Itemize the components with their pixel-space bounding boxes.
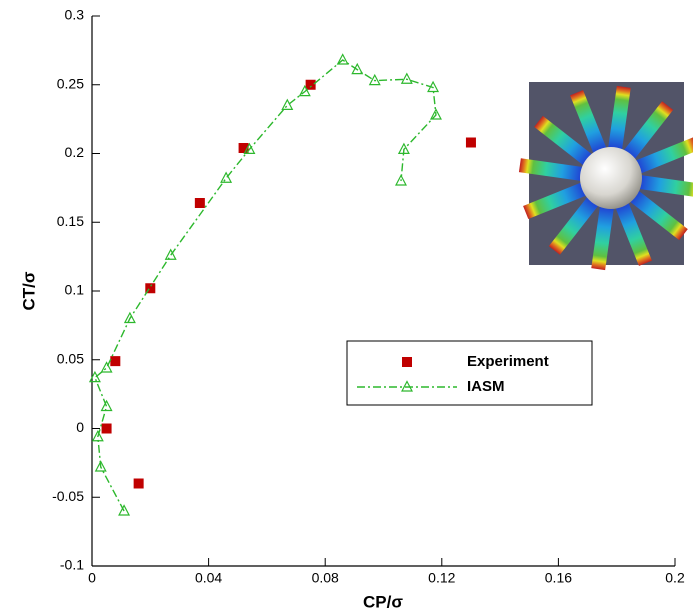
marker-triangle [91,429,104,442]
x-axis-title: CP/σ [363,592,403,611]
marker-triangle [429,108,442,120]
marker-triangle [100,361,113,373]
rotor-blade [548,194,601,255]
marker-triangle [220,171,233,183]
marker-triangle [397,142,410,154]
marker-square [101,423,112,434]
marker-triangle [123,311,136,324]
marker-triangle [351,62,364,75]
rotor-image [518,82,693,271]
rotor-blade [534,115,595,168]
x-tick-label: 0.04 [195,570,222,586]
rotor-blade [591,202,615,271]
marker-square [133,478,144,489]
series-line [94,59,437,512]
marker-square [238,143,249,153]
rotor-blade [570,90,608,157]
rotor-hub [580,147,642,209]
y-tick-label: -0.05 [52,488,84,504]
x-tick-label: 0.12 [428,570,455,586]
y-axis-title: CT/σ [19,271,38,310]
legend-box [346,340,593,406]
x-tick-label: 0.08 [312,570,339,586]
y-tick-label: 0.15 [57,213,84,229]
marker-square [110,356,121,367]
marker-triangle [368,73,381,86]
marker-triangle [298,84,311,97]
legend: Experiment IASM [346,340,593,406]
rotor-blade [635,174,693,198]
y-tick-label: 0.05 [57,350,84,366]
marker-triangle [401,380,413,392]
marker-triangle [100,399,113,412]
rotor-blade [621,101,674,162]
y-tick-label: 0.3 [65,7,85,23]
marker-square [402,357,412,367]
marker-triangle [118,504,131,516]
legend-label: IASM [467,378,505,395]
marker-square [465,137,476,148]
y-tick-label: 0.25 [57,75,84,91]
marker-triangle [281,98,294,110]
marker-triangle [336,53,349,65]
marker-triangle [88,370,101,383]
y-tick-label: 0 [76,419,84,435]
rotor-blade [607,85,631,154]
x-tick-label: 0.16 [545,570,572,586]
marker-triangle [400,72,413,84]
x-tick-label: 0.2 [665,570,685,586]
y-tick-label: 0.2 [65,144,85,160]
marker-square [194,198,205,208]
y-tick-label: 0.1 [65,282,85,298]
marker-triangle [164,248,177,260]
y-tick-label: -0.1 [60,557,84,573]
marker-triangle [94,460,107,472]
marker-square [305,79,316,90]
x-tick-label: 0 [88,570,96,586]
rotor-blade [518,158,587,182]
rotor-blade [523,181,590,219]
marker-triangle [427,80,440,93]
rotor-blade [632,137,693,175]
rotor-blade [627,188,688,241]
marker-triangle [394,174,407,186]
legend-label: Experiment [467,353,549,370]
marker-square [145,283,156,294]
marker-triangle [243,142,256,154]
rotor-blade [614,199,652,266]
